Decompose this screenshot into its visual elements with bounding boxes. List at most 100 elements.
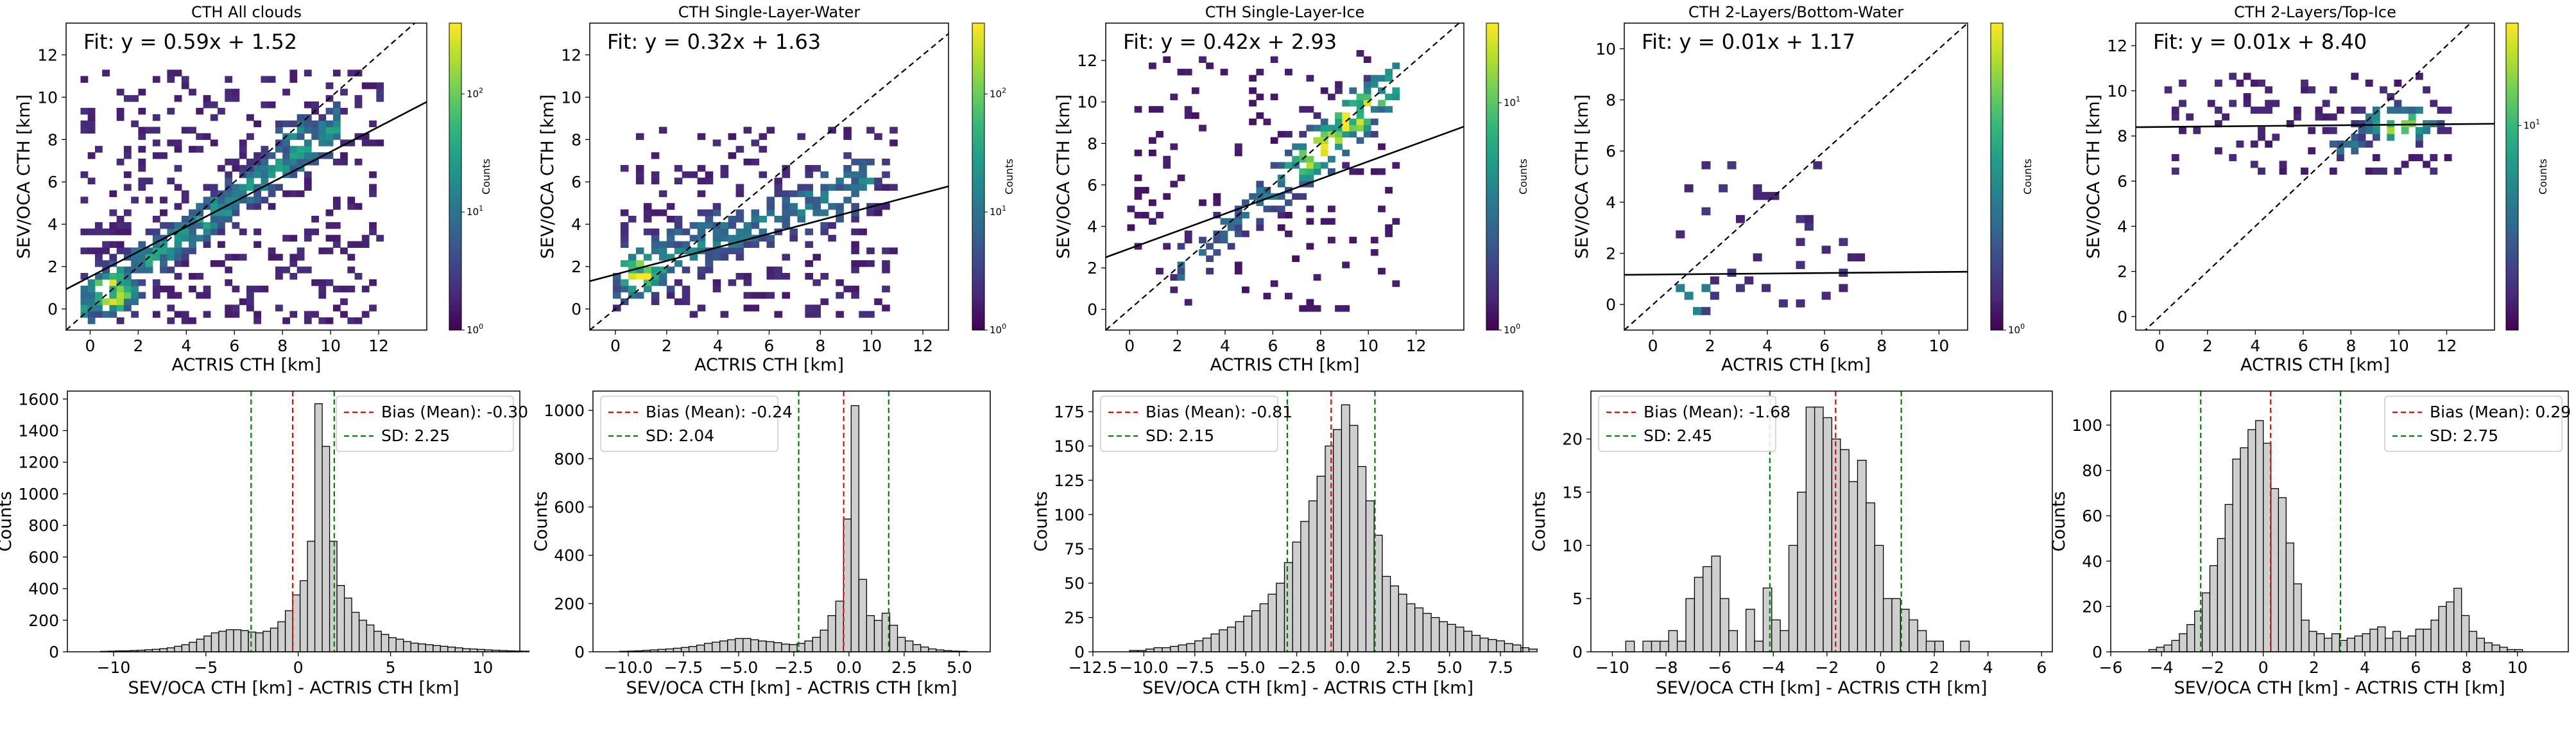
histogram-bar bbox=[210, 632, 219, 652]
heatmap-cell bbox=[304, 177, 312, 185]
heatmap-cell bbox=[759, 234, 768, 242]
heatmap-cell bbox=[189, 241, 196, 248]
heatmap-cell bbox=[160, 152, 167, 159]
heatmap-cell bbox=[720, 254, 729, 261]
heatmap-cell bbox=[268, 171, 276, 179]
y-tick-label: 1000 bbox=[18, 485, 59, 503]
heatmap-cell bbox=[1335, 130, 1343, 138]
histogram-bar bbox=[166, 647, 175, 652]
heatmap-cell bbox=[2258, 134, 2265, 141]
heatmap-cell bbox=[311, 120, 319, 128]
histogram-bars bbox=[1625, 406, 1970, 652]
heatmap-cell bbox=[361, 139, 370, 146]
heatmap-cell bbox=[296, 190, 305, 197]
heatmap-cell bbox=[735, 190, 744, 197]
histogram-bar bbox=[858, 579, 868, 652]
heatmap-cell bbox=[275, 120, 283, 128]
heatmap-cell bbox=[1796, 261, 1805, 269]
heatmap-cell bbox=[1363, 87, 1371, 94]
heatmap-cell bbox=[95, 146, 103, 153]
y-tick-label: 1600 bbox=[18, 390, 59, 408]
heatmap-cell bbox=[712, 241, 721, 248]
heatmap-cell bbox=[651, 273, 660, 280]
y-tick-label: 12 bbox=[37, 46, 58, 64]
heatmap-cell bbox=[304, 267, 312, 274]
heatmap-cell bbox=[805, 241, 813, 248]
histogram-bar bbox=[2460, 615, 2470, 652]
histogram-bar bbox=[827, 615, 836, 652]
heatmap-cell bbox=[1184, 112, 1192, 119]
heatmap-cell bbox=[261, 171, 269, 179]
colorbar-tick-exponent: 1 bbox=[1002, 204, 1006, 213]
histogram-bar bbox=[781, 643, 790, 652]
x-tick-label: 2 bbox=[1929, 658, 1939, 677]
x-tick-label: 5 bbox=[386, 658, 396, 677]
heatmap-cell bbox=[743, 241, 752, 248]
heatmap-cell bbox=[697, 241, 706, 248]
histogram-bar bbox=[1703, 566, 1712, 652]
heatmap-cell bbox=[325, 209, 334, 216]
y-tick-label: 0 bbox=[571, 300, 581, 319]
heatmap-cell bbox=[325, 133, 334, 140]
x-tick-label: −10.0 bbox=[604, 658, 653, 677]
heatmap-cell bbox=[138, 241, 146, 248]
histogram-bar bbox=[374, 631, 382, 652]
heatmap-cell bbox=[332, 203, 341, 210]
heatmap-cell bbox=[2380, 167, 2387, 175]
heatmap-cell bbox=[666, 216, 675, 223]
heatmap-cell bbox=[651, 209, 660, 216]
heatmap-cell bbox=[1378, 168, 1386, 175]
x-tick-label: 0.0 bbox=[836, 658, 862, 677]
heatmap-cell bbox=[109, 209, 117, 216]
heatmap-cell bbox=[782, 216, 791, 223]
heatmap-cell bbox=[759, 292, 768, 299]
heatmap-cell bbox=[289, 234, 298, 242]
x-tick-label: 6 bbox=[764, 337, 775, 355]
heatmap-cell bbox=[189, 146, 196, 153]
heatmap-cell bbox=[882, 304, 890, 311]
heatmap-cell bbox=[805, 304, 813, 311]
heatmap-cell bbox=[751, 159, 760, 166]
heatmap-cell bbox=[304, 184, 312, 191]
x-axis-label: SEV/OCA CTH [km] - ACTRIS CTH [km] bbox=[1656, 678, 1987, 698]
heatmap-cell bbox=[304, 127, 312, 134]
heatmap-cell bbox=[311, 279, 319, 286]
histogram-bar bbox=[1719, 598, 1730, 652]
heatmap-cell bbox=[782, 197, 791, 204]
heatmap-cell bbox=[851, 159, 859, 166]
heatmap-cell bbox=[2365, 167, 2373, 175]
heatmap-cell bbox=[620, 164, 629, 172]
heatmap-cell bbox=[774, 267, 783, 274]
heatmap-cell bbox=[123, 146, 132, 153]
heatmap-cell bbox=[289, 146, 298, 153]
heatmap-cell bbox=[225, 95, 233, 102]
heatmap-cell bbox=[1335, 112, 1343, 119]
heatmap-cell bbox=[1328, 93, 1335, 101]
heatmap-cell bbox=[882, 267, 890, 274]
y-tick-label: 0 bbox=[2092, 643, 2102, 661]
heatmap-cell bbox=[246, 159, 254, 166]
heatmap-cell bbox=[239, 190, 247, 197]
heatmap-cell bbox=[296, 247, 305, 254]
heatmap-cell bbox=[2416, 73, 2423, 80]
heatmap-cell bbox=[620, 241, 629, 248]
heatmap-cell bbox=[102, 267, 110, 274]
histogram-bar bbox=[218, 631, 227, 652]
x-tick-label: −7.5 bbox=[664, 658, 703, 677]
heatmap-cell bbox=[1170, 93, 1178, 101]
heatmap-cell bbox=[95, 247, 103, 254]
heatmap-cell bbox=[95, 273, 103, 280]
heatmap-cell bbox=[1242, 211, 1249, 219]
x-tick-label: 0.0 bbox=[1335, 658, 1361, 677]
colorbar-tick-exponent: 2 bbox=[479, 86, 483, 94]
histogram-bar bbox=[433, 645, 441, 652]
legend-bias-label: Bias (Mean): -0.24 bbox=[646, 403, 793, 421]
heatmap-cell bbox=[805, 203, 813, 210]
heatmap-cell bbox=[196, 133, 204, 140]
heatmap-cell bbox=[225, 159, 233, 166]
y-tick-label: 40 bbox=[2082, 552, 2102, 571]
histogram-bar bbox=[1162, 647, 1171, 652]
heatmap-cell bbox=[318, 114, 327, 121]
histogram-bar bbox=[2209, 565, 2219, 652]
